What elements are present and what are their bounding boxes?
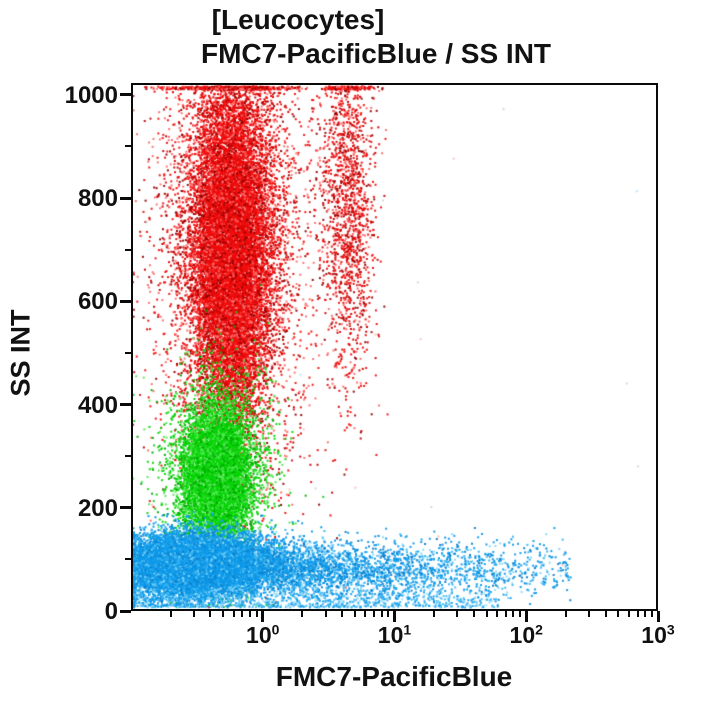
y-tick-label: 600 xyxy=(77,288,118,316)
x-minor-tick xyxy=(380,611,383,617)
x-minor-tick xyxy=(433,611,436,617)
x-minor-tick xyxy=(644,611,647,617)
y-minor-tick xyxy=(125,558,131,561)
y-axis-label: SS INT xyxy=(5,309,36,397)
y-minor-tick xyxy=(125,248,131,251)
x-minor-tick xyxy=(248,611,251,617)
x-major-tick xyxy=(261,611,265,622)
x-minor-tick xyxy=(232,611,235,617)
y-major-tick xyxy=(120,299,131,303)
x-minor-tick xyxy=(241,611,244,617)
x-minor-tick xyxy=(364,611,367,617)
x-tick-label: 100 xyxy=(246,621,280,648)
x-minor-tick xyxy=(519,611,522,617)
y-tick-label: 800 xyxy=(77,185,118,213)
x-minor-tick xyxy=(456,611,459,617)
x-minor-tick xyxy=(373,611,376,617)
x-minor-tick xyxy=(353,611,356,617)
x-minor-tick xyxy=(222,611,225,617)
plot-title-parameters: FMC7-PacificBlue / SS INT xyxy=(200,38,552,69)
x-major-tick xyxy=(524,611,528,622)
x-minor-tick xyxy=(512,611,515,617)
scatter-canvas xyxy=(133,85,656,609)
x-minor-tick xyxy=(472,611,475,617)
x-minor-tick xyxy=(255,611,258,617)
x-tick-label: 102 xyxy=(509,621,543,648)
y-tick-label: 200 xyxy=(77,494,118,522)
y-tick-label: 1000 xyxy=(64,81,118,109)
y-minor-tick xyxy=(125,145,131,148)
plot-title-gate: [Leucocytes] xyxy=(211,4,385,35)
y-minor-tick xyxy=(125,351,131,354)
x-minor-tick xyxy=(169,611,172,617)
y-major-tick xyxy=(120,196,131,200)
x-minor-tick xyxy=(636,611,639,617)
y-tick-label: 0 xyxy=(104,598,118,625)
y-major-tick xyxy=(120,506,131,510)
x-minor-tick xyxy=(617,611,620,617)
x-tick-label: 103 xyxy=(641,621,675,648)
x-minor-tick xyxy=(192,611,195,617)
x-minor-tick xyxy=(341,611,344,617)
x-major-tick xyxy=(393,611,396,622)
x-minor-tick xyxy=(485,611,488,617)
x-minor-tick xyxy=(504,611,507,617)
x-tick-label: 101 xyxy=(377,621,412,648)
y-tick-label: 400 xyxy=(77,391,118,419)
x-major-tick xyxy=(656,611,660,622)
x-minor-tick xyxy=(588,611,591,617)
x-minor-tick xyxy=(301,611,304,617)
y-major-tick xyxy=(120,93,131,97)
x-minor-tick xyxy=(650,611,653,617)
x-minor-tick xyxy=(604,611,607,617)
x-minor-tick xyxy=(324,611,327,617)
y-major-tick xyxy=(120,403,131,407)
y-major-tick xyxy=(120,609,131,613)
x-minor-tick xyxy=(387,611,390,617)
x-minor-tick xyxy=(627,611,630,617)
y-minor-tick xyxy=(125,455,131,458)
x-minor-tick xyxy=(209,611,212,617)
x-minor-tick xyxy=(496,611,499,617)
x-axis-label: FMC7-PacificBlue xyxy=(275,661,513,692)
plot-area xyxy=(131,83,658,611)
x-minor-tick xyxy=(564,611,567,617)
